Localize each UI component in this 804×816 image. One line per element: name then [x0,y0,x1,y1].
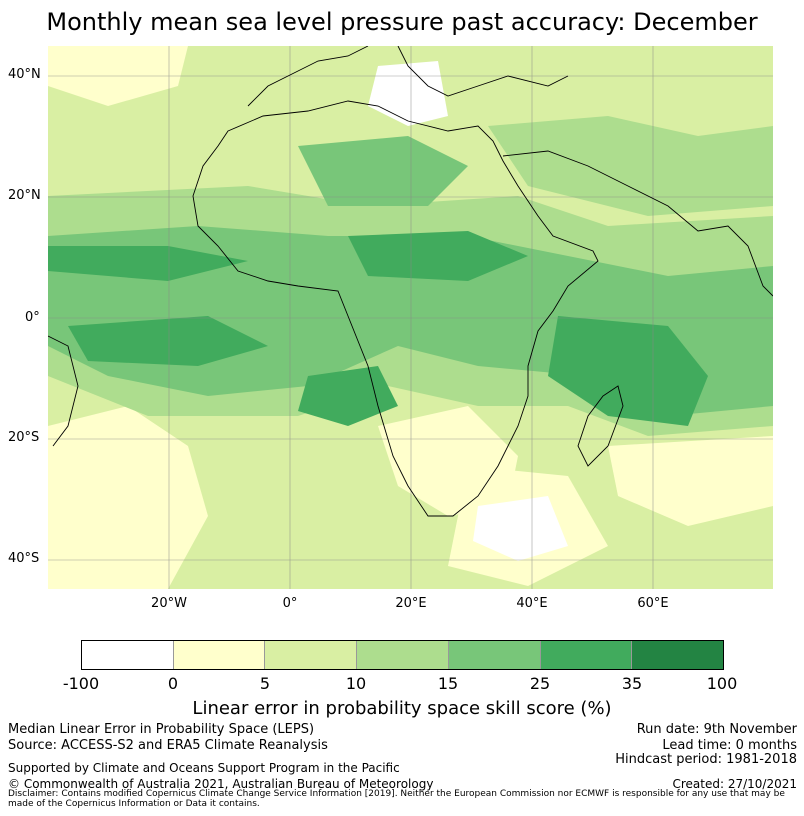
patch-south-atlantic [48,406,208,589]
lat-label-40n: 40°N [8,67,41,82]
colorbar-tick-1: -100 [62,674,100,693]
lon-label-20w: 20°W [151,596,187,611]
colorbar-seg-3 [265,641,358,669]
lon-label-40e: 40°E [516,596,548,611]
colorbar-label: Linear error in probability space skill … [192,698,612,719]
lead-time: Lead time: 0 months [662,738,797,753]
colorbar-tick-6: 25 [529,674,551,693]
lon-label-20e: 20°E [395,596,427,611]
colorbar [81,640,724,670]
map-title: Monthly mean sea level pressure past acc… [46,8,758,36]
colorbar-seg-6 [540,641,633,669]
lat-label-20n: 20°N [8,188,41,203]
colorbar-tick-5: 15 [437,674,459,693]
africa-coastline [192,100,599,517]
colorbar-seg-4 [357,641,449,669]
patch-dark-congo [298,366,398,426]
colorbar-tick-2: 0 [167,674,179,693]
colorbar-seg-5 [448,641,541,669]
colorbar-tick-4: 10 [345,674,367,693]
hindcast-period: Hindcast period: 1981-2018 [615,752,797,767]
lat-label-20s: 20°S [8,430,40,445]
colorbar-seg-7 [632,641,724,669]
patch-east-indian [608,436,773,526]
patch-white-med [368,61,448,126]
skill-map [48,46,773,589]
band-sahara [298,136,468,206]
map-svg [48,46,773,589]
mediterranean-coastline [397,46,569,97]
colorbar-seg-2 [173,641,266,669]
coastlines [48,46,773,517]
patch-dark-gulf [68,316,268,366]
created-date: Created: 27/10/2021 [672,777,797,791]
band-arabia [488,116,773,216]
lon-label-0: 0° [282,596,298,611]
madagascar-coastline [577,385,624,467]
supported-text: Supported by Climate and Oceans Support … [8,761,400,775]
copyright-text: © Commonwealth of Australia 2021, Austra… [8,777,434,791]
patch-dark-west [48,246,248,281]
lat-label-40s: 40°S [8,551,40,566]
graticule [48,46,773,589]
source-text: Source: ACCESS-S2 and ERA5 Climate Reana… [8,738,328,753]
colorbar-tick-3: 5 [259,674,271,693]
method-text: Median Linear Error in Probability Space… [8,722,315,737]
south-america-coastline [48,335,79,447]
patch-white-south [473,496,568,561]
colorbar-tick-7: 35 [621,674,643,693]
arabia-india-coastline [502,150,773,297]
lon-label-60e: 60°E [637,596,669,611]
patch-dark-sahel [348,231,528,281]
colorbar-tick-8: 100 [706,674,738,693]
run-date: Run date: 9th November [636,722,797,737]
colorbar-seg-1 [82,641,174,669]
europe-coastline [247,46,369,107]
lat-label-0: 0° [25,310,40,325]
disclaimer-text: Disclaimer: Contains modified Copernicus… [8,789,785,809]
patch-dark-indian [548,316,708,426]
